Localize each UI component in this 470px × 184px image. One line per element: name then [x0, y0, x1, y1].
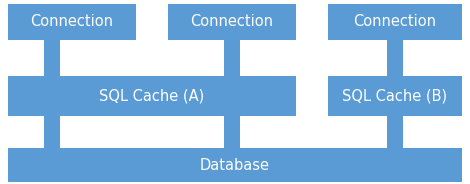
Text: Connection: Connection	[31, 15, 113, 29]
Text: Database: Database	[200, 158, 270, 173]
Text: SQL Cache (A): SQL Cache (A)	[99, 89, 204, 103]
FancyBboxPatch shape	[8, 76, 296, 116]
Text: SQL Cache (B): SQL Cache (B)	[343, 89, 447, 103]
FancyBboxPatch shape	[328, 4, 462, 40]
FancyBboxPatch shape	[8, 4, 136, 40]
Text: Connection: Connection	[190, 15, 274, 29]
Text: Connection: Connection	[353, 15, 437, 29]
FancyBboxPatch shape	[168, 4, 296, 40]
FancyBboxPatch shape	[8, 148, 462, 182]
FancyBboxPatch shape	[328, 76, 462, 116]
